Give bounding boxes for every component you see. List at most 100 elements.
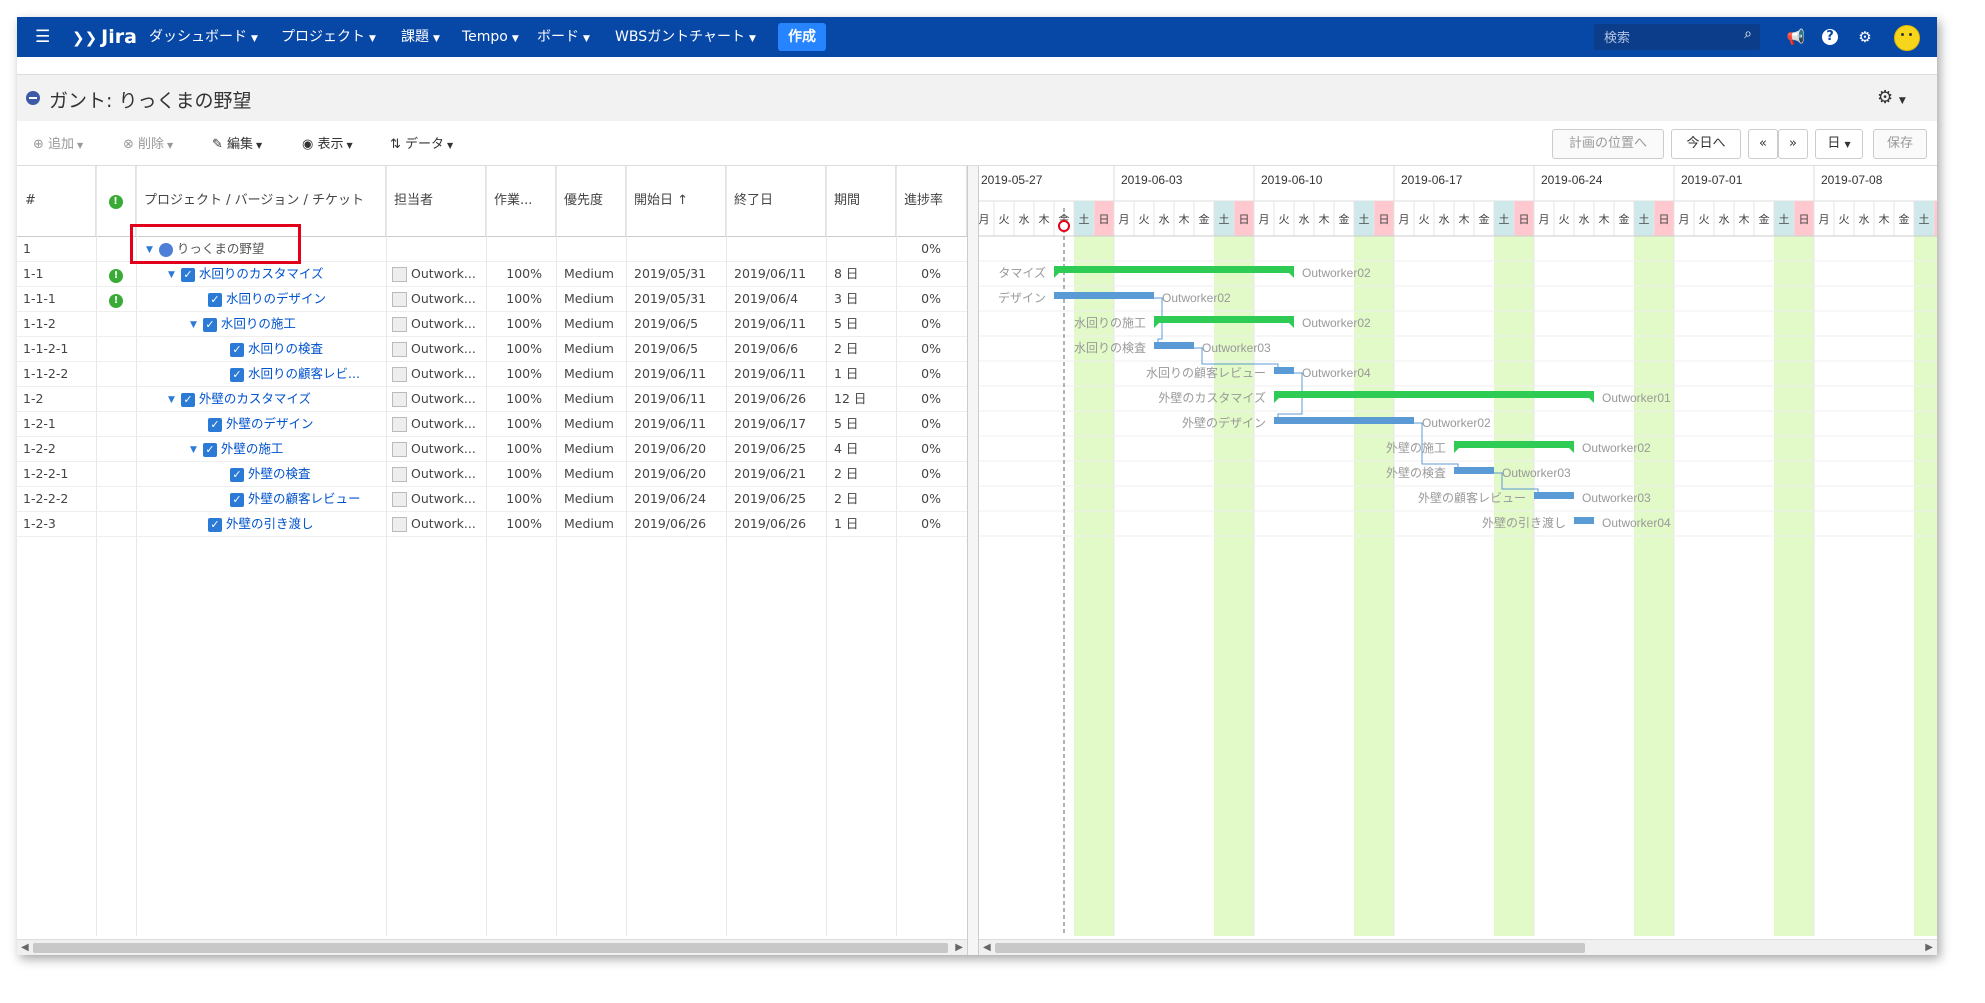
work-value: 100% [506,416,542,431]
scroll-right-icon[interactable]: ▶ [1925,942,1933,953]
row-duration-cell: 8 日 [826,262,896,286]
table-row[interactable]: 1-2-2-1 ✓ 外壁の検査 Outwork... 100% Medium 2019/06… [17,462,967,487]
ticket-link[interactable]: 水回りのカスタマイズ [198,266,324,281]
row-start-cell: 2019/06/26 [626,512,726,536]
nav-wbs-gantt[interactable]: WBSガントチャート ▼ [615,17,756,57]
col-header-progress[interactable]: 進捗率 [896,166,967,236]
sunday-cell [1374,201,1394,236]
ticket-link[interactable]: 外壁の施工 [220,441,284,456]
bar-assignee-label: Outworker02 [1162,291,1231,305]
col-header-end[interactable]: 終了日 [726,166,826,236]
settings-gear-icon[interactable]: ⚙ ▼ [1877,87,1906,108]
weekend-column [1374,236,1394,936]
top-nav: ☰ ❯❯ Jira ダッシュボード ▼ プロジェクト ▼ 課題 ▼ Tempo ▼ ボード… [17,17,1937,57]
ticket-link[interactable]: 外壁の顧客レビュー [248,491,361,506]
menu-icon[interactable]: ☰ [35,27,51,47]
summary-bar-cap [1569,448,1574,453]
search-icon[interactable]: ⌕ [1744,26,1752,42]
table-row[interactable]: 1-1-2-2 ✓ 水回りの顧客レビ... Outwork... 100% Medium 2… [17,362,967,387]
nav-tempo[interactable]: Tempo ▼ [462,17,519,57]
nav-projects[interactable]: プロジェクト ▼ [281,17,376,57]
ticket-link[interactable]: 外壁のデザイン [226,416,314,431]
start-date: 2019/06/26 [634,516,707,531]
work-value: 100% [506,516,542,531]
scroll-left-icon[interactable]: ◀ [983,942,991,953]
start-date: 2019/05/31 [634,291,707,306]
add-button[interactable]: ⊕ 追加 ▼ [33,133,83,152]
megaphone-icon[interactable]: 📢 [1786,28,1806,46]
weekend-column [1934,236,1937,936]
table-row[interactable]: 1-1-2-1 ✓ 水回りの検査 Outwork... 100% Medium 2019/0… [17,337,967,362]
nav-boards[interactable]: ボード ▼ [537,17,590,57]
col-header-duration[interactable]: 期間 [826,166,896,236]
weekday-label: 火 [1419,213,1430,226]
ticket-link[interactable]: 外壁のカスタマイズ [198,391,312,406]
edit-button[interactable]: ✎ 編集 ▼ [212,133,262,152]
row-assignee-cell: Outwork... [386,387,486,411]
table-row[interactable]: 1-2-2-2 ✓ 外壁の顧客レビュー Outwork... 100% Medium 201… [17,487,967,512]
nav-issues-label: 課題 [401,29,429,45]
col-header-number[interactable]: # [17,166,96,236]
next-button[interactable]: » [1778,129,1808,159]
table-row[interactable]: 1-1! ▼ ✓ 水回りのカスタマイズ Outwork... 100% Medium 2019… [17,262,967,287]
go-to-today-button[interactable]: 今日へ [1671,129,1741,159]
expand-toggle-icon[interactable]: ▼ [168,394,175,405]
chart-scroll-thumb[interactable] [995,943,1585,953]
row-title-cell: ✓ 水回りの顧客レビ... [136,362,386,386]
project-title[interactable]: りっくまの野望 [176,241,265,256]
chart-hscrollbar[interactable]: ◀ ▶ [979,939,1937,955]
priority-value: Medium [564,466,614,481]
col-header-work[interactable]: 作業... [486,166,556,236]
col-header-start[interactable]: 開始日 ↑ [626,166,726,236]
ticket-link[interactable]: 外壁の検査 [248,466,311,481]
save-button[interactable]: 保存 [1873,129,1927,159]
jira-logo[interactable]: ❯❯ Jira [72,17,137,57]
ticket-link[interactable]: 水回りの検査 [248,341,324,356]
nav-dashboard[interactable]: ダッシュボード ▼ [149,17,258,57]
scroll-right-icon[interactable]: ▶ [955,942,963,953]
expand-toggle-icon[interactable]: ▼ [190,319,197,330]
expand-toggle-icon[interactable]: ▼ [168,269,175,280]
col-header-warning[interactable]: ! [96,166,136,236]
col-header-priority[interactable]: 優先度 [556,166,626,236]
row-work-cell: 100% [486,362,556,386]
grid-hscrollbar[interactable]: ◀ ▶ [17,939,967,955]
avatar[interactable] [1894,25,1920,51]
scale-select[interactable]: 日 ▼ [1815,129,1863,159]
expand-toggle-icon[interactable]: ▼ [146,244,153,255]
prev-button[interactable]: « [1748,129,1778,159]
row-duration-cell [826,237,896,261]
ticket-link[interactable]: 水回りの施工 [220,316,296,331]
table-row[interactable]: 1 ▼ りっくまの野望 0% [17,237,967,262]
gear-icon[interactable]: ⚙ [1858,28,1872,46]
expand-toggle-icon[interactable]: ▼ [190,444,197,455]
priority-value: Medium [564,266,614,281]
table-row[interactable]: 1-2 ▼ ✓ 外壁のカスタマイズ Outwork... 100% Medium 2019/0… [17,387,967,412]
create-button[interactable]: 作成 [778,23,826,51]
ticket-link[interactable]: 外壁の引き渡し [226,516,314,531]
weekday-label: 月 [1679,213,1690,226]
weekend-column [1634,236,1654,936]
search-input[interactable] [1594,24,1734,50]
col-header-assignee[interactable]: 担当者 [386,166,486,236]
pane-splitter[interactable] [967,166,979,955]
table-row[interactable]: 1-2-2 ▼ ✓ 外壁の施工 Outwork... 100% Medium 2019/06/… [17,437,967,462]
table-row[interactable]: 1-1-1! ✓ 水回りのデザイン Outwork... 100% Medium 2019/… [17,287,967,312]
ticket-link[interactable]: 水回りの顧客レビ... [248,366,360,381]
table-row[interactable]: 1-1-2 ▼ ✓ 水回りの施工 Outwork... 100% Medium 2019/06… [17,312,967,337]
grid-scroll-thumb[interactable] [33,943,948,953]
scroll-left-icon[interactable]: ◀ [21,942,29,953]
view-button[interactable]: ◉ 表示 ▼ [302,133,353,152]
go-to-plan-button[interactable]: 計画の位置へ [1552,129,1664,159]
ticket-link[interactable]: 水回りのデザイン [226,291,327,306]
table-row[interactable]: 1-2-1 ✓ 外壁のデザイン Outwork... 100% Medium 2019/06… [17,412,967,437]
col-header-title[interactable]: プロジェクト / バージョン / チケット [136,166,386,236]
table-row[interactable]: 1-2-3 ✓ 外壁の引き渡し Outwork... 100% Medium 2019/06… [17,512,967,537]
user-avatar-icon [392,517,407,532]
delete-button[interactable]: ⊗ 削除 ▼ [123,133,173,152]
help-icon[interactable]: ? [1822,29,1838,45]
data-button[interactable]: ⇅ データ ▼ [390,133,453,152]
row-duration-cell: 3 日 [826,287,896,311]
nav-issues[interactable]: 課題 ▼ [401,17,440,57]
progress-value: 0% [921,416,941,431]
